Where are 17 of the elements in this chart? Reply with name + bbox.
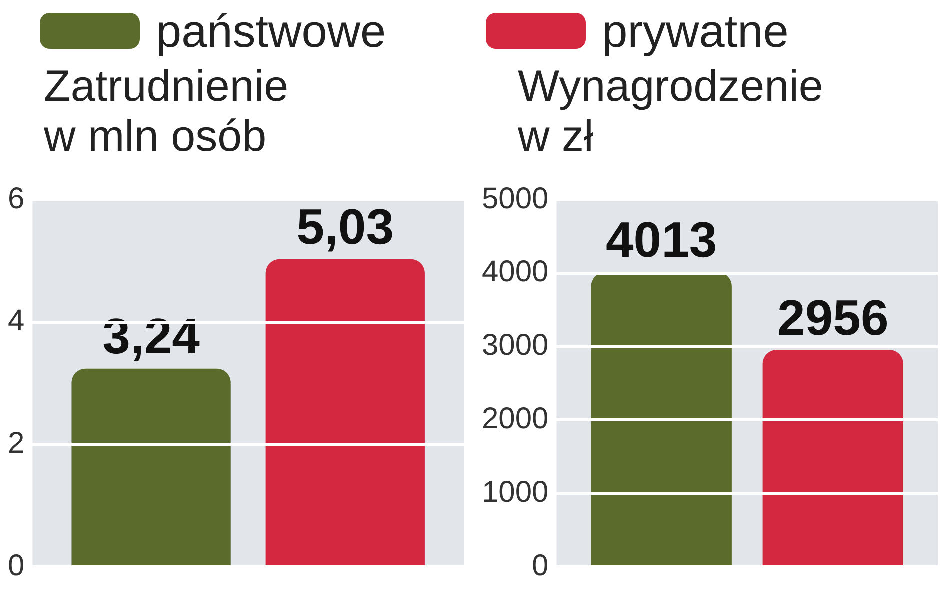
data-label: 2956 xyxy=(778,290,889,346)
y-tick-label: 2 xyxy=(8,426,25,460)
legend-label: prywatne xyxy=(602,4,789,58)
y-tick-label: 2000 xyxy=(482,402,549,436)
y-tick-label: 0 xyxy=(8,549,25,582)
y-tick-label: 6 xyxy=(8,182,25,216)
y-tick-label: 3000 xyxy=(482,329,549,362)
y-tick-label: 4 xyxy=(8,304,25,338)
chart-title: Wynagrodzenie w zł xyxy=(517,62,824,163)
data-label: 4013 xyxy=(606,212,718,268)
y-tick-label: 4000 xyxy=(482,256,549,289)
chart-title: Zatrudnienie w mln osób xyxy=(43,62,290,163)
y-tick-label: 0 xyxy=(532,549,549,582)
y-tick-label: 1000 xyxy=(482,476,549,509)
data-label: 5,03 xyxy=(296,199,394,256)
legend-label: państwowe xyxy=(156,4,386,58)
y-tick-label: 5000 xyxy=(482,182,549,216)
